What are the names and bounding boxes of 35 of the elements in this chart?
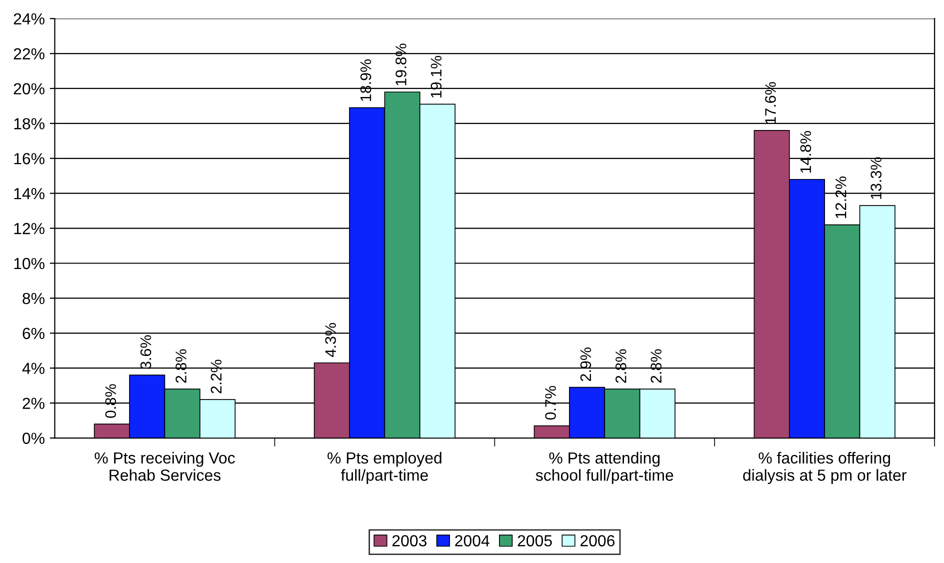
text: 17.6% [765,82,776,124]
y-tick-label: 20% [14,83,44,94]
y-tick-label: 2% [22,398,44,409]
legend-label: 2003 [392,535,426,546]
legend-label: 2006 [580,535,615,546]
text: 12.2% [835,176,846,218]
y-tick-label: 18% [14,118,44,130]
legend-label: 2004 [455,535,490,546]
text: 2.9% [580,348,592,382]
text: 4.3% [325,323,336,357]
y-tick-label: 0% [22,432,44,444]
text: 14.8% [800,131,812,173]
text: 2.8% [616,349,626,383]
text: 18.9% [360,59,372,101]
y-tick-label: 16% [14,153,44,164]
text: 0.8% [105,384,116,418]
y-tick-label: 10% [14,258,44,270]
x-tick-label: % Pts employed full/part-time [328,452,442,484]
y-tick-label: 12% [14,222,44,234]
y-tick-label: 8% [22,292,44,304]
y-tick-label: 14% [14,188,44,200]
text: 3.6% [140,335,152,369]
text: 0.7% [545,386,556,420]
y-tick-label: 4% [22,362,44,374]
y-tick-label: 22% [14,48,44,60]
x-tick-label: % Pts receiving Voc Rehab Services [94,452,235,481]
y-tick-label: 6% [22,328,44,340]
text: 13.3% [870,157,882,199]
legend-label: 2005 [518,535,552,546]
text: 19.8% [396,44,406,86]
text: 2.8% [176,349,186,383]
text: 2.8% [650,349,662,383]
x-tick-label: % Pts attending school full/part-time [536,452,674,484]
y-tick-label: 24% [14,13,44,24]
x-tick-label: % facilities offering dialysis at 5 pm or later [743,452,906,484]
